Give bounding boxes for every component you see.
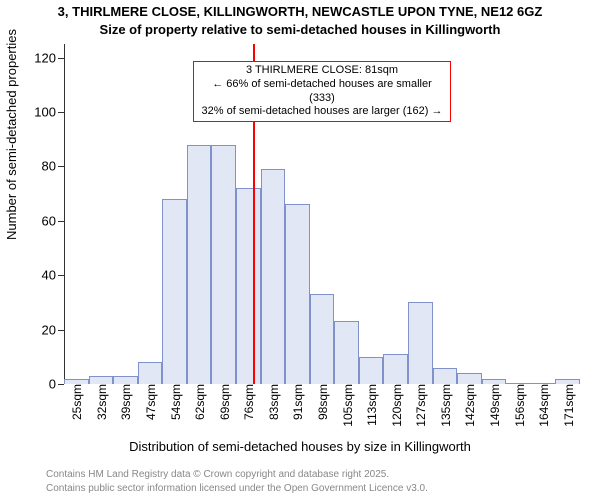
footer-line-1: Contains HM Land Registry data © Crown c… xyxy=(46,469,389,480)
histogram-bar xyxy=(383,354,408,384)
x-tick-label: 39sqm xyxy=(117,384,133,420)
histogram-bar xyxy=(359,357,384,384)
plot-area: 02040608010012025sqm32sqm39sqm47sqm54sqm… xyxy=(64,44,580,384)
x-tick-label: 156sqm xyxy=(511,384,527,427)
x-tick-label: 76sqm xyxy=(240,384,256,420)
y-axis-label: Number of semi-detached properties xyxy=(4,29,19,240)
x-tick-label: 142sqm xyxy=(461,384,477,427)
annotation-line-1: 3 THIRLMERE CLOSE: 81sqm xyxy=(200,64,444,78)
annotation-box: 3 THIRLMERE CLOSE: 81sqm ← 66% of semi-d… xyxy=(193,61,451,122)
annotation-line-2: ← 66% of semi-detached houses are smalle… xyxy=(200,78,444,106)
x-tick-label: 127sqm xyxy=(412,384,428,427)
x-tick-label: 98sqm xyxy=(314,384,330,420)
histogram-bar xyxy=(187,145,212,384)
histogram-bar xyxy=(408,302,433,384)
x-tick-label: 47sqm xyxy=(142,384,158,420)
x-tick-label: 105sqm xyxy=(339,384,355,427)
x-tick-label: 113sqm xyxy=(363,384,379,426)
y-tick-label: 120 xyxy=(34,50,64,65)
histogram-bar xyxy=(89,376,114,384)
x-tick-label: 83sqm xyxy=(265,384,281,420)
x-tick-label: 164sqm xyxy=(535,384,551,427)
histogram-bar xyxy=(211,145,236,384)
histogram-bar xyxy=(457,373,482,384)
y-tick-label: 0 xyxy=(49,377,64,392)
chart-container: 3, THIRLMERE CLOSE, KILLINGWORTH, NEWCAS… xyxy=(0,0,600,500)
x-tick-label: 69sqm xyxy=(216,384,232,420)
histogram-bar xyxy=(261,169,286,384)
footer-line-2: Contains public sector information licen… xyxy=(46,483,428,494)
histogram-bar xyxy=(334,321,359,384)
chart-title-line1: 3, THIRLMERE CLOSE, KILLINGWORTH, NEWCAS… xyxy=(0,4,600,19)
histogram-bar xyxy=(310,294,335,384)
x-tick-label: 171sqm xyxy=(560,384,576,427)
histogram-bar xyxy=(138,362,163,384)
histogram-bar xyxy=(113,376,138,384)
histogram-bar xyxy=(285,204,310,384)
x-tick-label: 91sqm xyxy=(289,384,305,420)
x-tick-label: 135sqm xyxy=(437,384,453,427)
y-tick-label: 20 xyxy=(42,322,64,337)
x-tick-label: 32sqm xyxy=(93,384,109,420)
y-tick-label: 40 xyxy=(42,268,64,283)
chart-title-line2: Size of property relative to semi-detach… xyxy=(0,22,600,37)
y-tick-label: 60 xyxy=(42,213,64,228)
y-tick-label: 80 xyxy=(42,159,64,174)
x-tick-label: 62sqm xyxy=(191,384,207,420)
histogram-bar xyxy=(162,199,187,384)
y-axis-line xyxy=(64,44,65,384)
x-axis-label: Distribution of semi-detached houses by … xyxy=(0,439,600,454)
x-tick-label: 25sqm xyxy=(68,384,84,420)
x-tick-label: 120sqm xyxy=(388,384,404,427)
x-tick-label: 54sqm xyxy=(167,384,183,420)
histogram-bar xyxy=(236,188,261,384)
x-tick-label: 149sqm xyxy=(486,384,502,427)
annotation-line-3: 32% of semi-detached houses are larger (… xyxy=(200,105,444,119)
y-tick-label: 100 xyxy=(34,105,64,120)
histogram-bar xyxy=(433,368,458,384)
